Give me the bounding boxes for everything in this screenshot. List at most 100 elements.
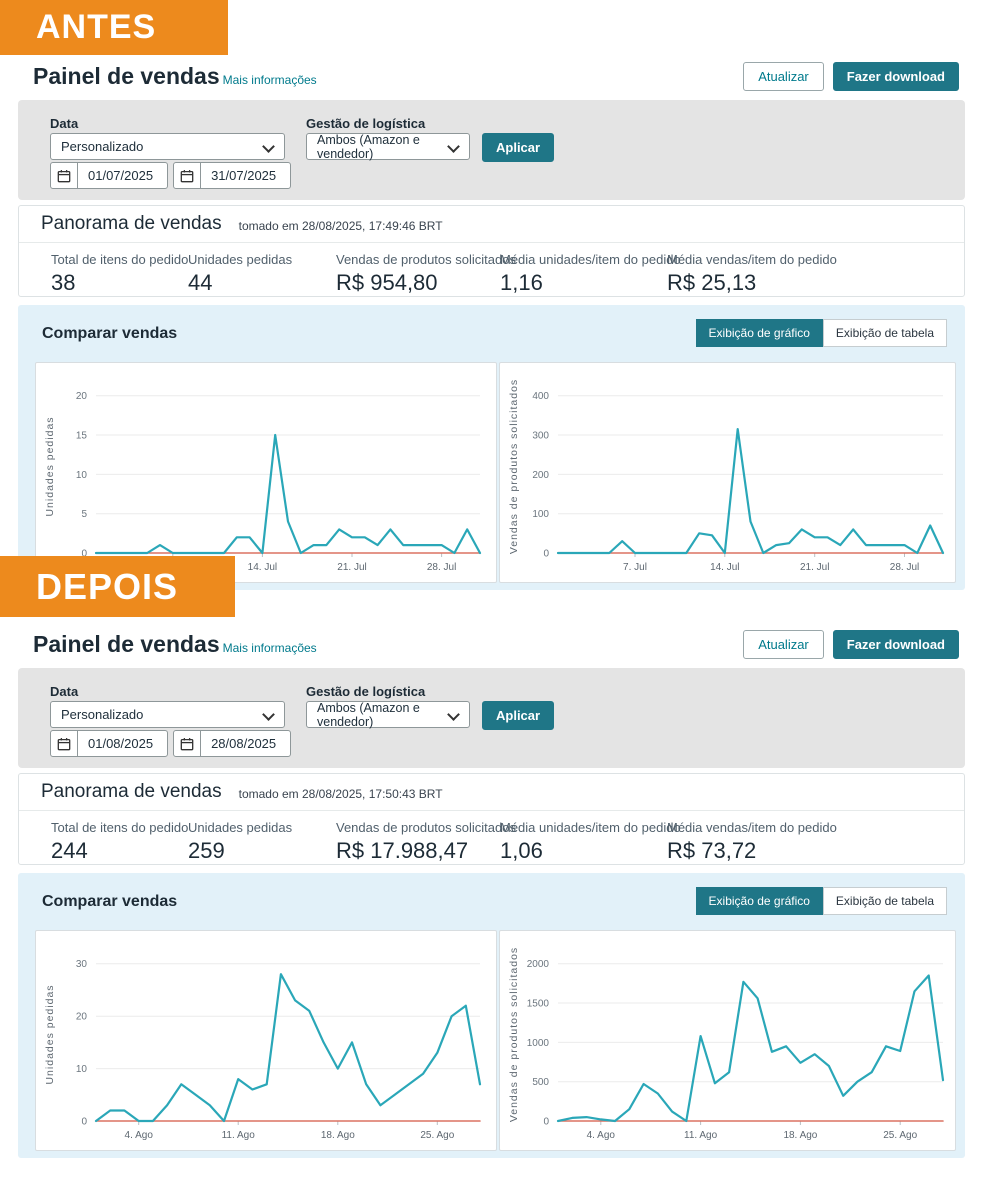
antes-banner: ANTES [0, 0, 228, 55]
calendar-icon [51, 163, 78, 188]
graph-view-button[interactable]: Exibição de gráfico [695, 319, 823, 347]
sales-snapshot-header: Panorama de vendas tomado em 28/08/2025,… [19, 774, 964, 811]
antes-banner-label: ANTES [36, 8, 157, 46]
svg-text:28. Jul: 28. Jul [890, 562, 919, 573]
svg-text:10: 10 [76, 1064, 88, 1075]
svg-text:200: 200 [532, 470, 549, 481]
svg-text:Unidades pedidas: Unidades pedidas [44, 416, 56, 516]
svg-text:18. Ago: 18. Ago [783, 1130, 817, 1141]
stat-avg-units-per-item: Média unidades/item do pedido 1,06 [500, 820, 681, 863]
view-toggle: Exibição de gráfico Exibição de tabela [695, 887, 947, 915]
svg-text:21. Jul: 21. Jul [337, 562, 366, 573]
filter-panel: Data Personalizado Gestão de logística A… [18, 668, 965, 768]
stat-ordered-product-sales: Vendas de produtos solicitados R$ 17.988… [336, 820, 516, 863]
svg-text:500: 500 [532, 1077, 549, 1088]
compare-sales-title: Comparar vendas [42, 325, 178, 342]
date-to-value: 31/07/2025 [211, 168, 277, 183]
calendar-icon [51, 731, 78, 756]
download-button[interactable]: Fazer download [832, 61, 959, 91]
download-button[interactable]: Fazer download [832, 629, 959, 659]
table-view-button[interactable]: Exibição de tabela [822, 319, 947, 347]
date-to-value: 28/08/2025 [211, 736, 277, 751]
logistics-filter-label: Gestão de logística [306, 116, 426, 131]
units-ordered-chart-card: 0 10 20 30 4. Ago 11. Ago 18. Ago 25. Ago Unidad… [35, 930, 497, 1151]
logistics-filter-label: Gestão de logística [306, 684, 426, 699]
svg-text:4. Ago: 4. Ago [587, 1130, 616, 1141]
svg-text:11. Ago: 11. Ago [222, 1130, 256, 1141]
refresh-button[interactable]: Atualizar [743, 61, 824, 91]
stat-avg-units-per-item: Média unidades/item do pedido 1,16 [500, 252, 681, 295]
svg-text:Vendas de produtos solicitados: Vendas de produtos solicitados [508, 379, 520, 554]
svg-text:20: 20 [76, 391, 88, 402]
snapshot-timestamp: tomado em 28/08/2025, 17:50:43 BRT [238, 787, 443, 801]
sales-snapshot-stats: Total de itens do pedido 244 Unidades pe… [19, 811, 964, 864]
stat-avg-sales-per-item: Média vendas/item do pedido R$ 73,72 [667, 820, 837, 863]
depois-banner-label: DEPOIS [36, 565, 179, 607]
date-range-select[interactable]: Personalizado [50, 701, 285, 728]
svg-text:10: 10 [76, 470, 88, 481]
svg-text:15: 15 [76, 431, 88, 442]
more-info-link[interactable]: Mais informações [222, 640, 317, 655]
svg-text:400: 400 [532, 391, 549, 402]
svg-text:25. Ago: 25. Ago [420, 1130, 454, 1141]
date-from-input[interactable]: 01/07/2025 [50, 162, 169, 189]
calendar-icon [174, 163, 202, 188]
svg-text:18. Ago: 18. Ago [321, 1130, 355, 1141]
sales-snapshot-panel: Panorama de vendas tomado em 28/08/2025,… [18, 205, 965, 297]
svg-text:Vendas de produtos solicitados: Vendas de produtos solicitados [508, 947, 520, 1122]
svg-text:4. Ago: 4. Ago [125, 1130, 154, 1141]
date-to-input[interactable]: 31/07/2025 [173, 162, 292, 189]
depois-banner: DEPOIS [0, 556, 235, 617]
stat-units-ordered: Unidades pedidas 259 [188, 820, 293, 863]
apply-button[interactable]: Aplicar [482, 133, 555, 162]
svg-text:100: 100 [532, 509, 549, 520]
logistics-select[interactable]: Ambos (Amazon e vendedor) [306, 701, 470, 729]
stat-total-order-items: Total de itens do pedido 38 [51, 252, 189, 295]
header-buttons: Atualizar Fazer download [743, 61, 965, 91]
svg-text:300: 300 [532, 431, 549, 442]
title-wrap: Painel de vendas Mais informações [18, 63, 317, 90]
svg-text:25. Ago: 25. Ago [883, 1130, 917, 1141]
header-antes: Painel de vendas Mais informações Atuali… [18, 58, 965, 94]
date-range-select[interactable]: Personalizado [50, 133, 285, 160]
product-sales-line-chart: 0 100 200 300 400 7. Jul 14. Jul 21. Jul 28. Jul… [508, 379, 945, 573]
filter-panel: Data Personalizado Gestão de logística A… [18, 100, 965, 200]
logistics-select[interactable]: Ambos (Amazon e vendedor) [306, 132, 470, 161]
sales-snapshot-header: Panorama de vendas tomado em 28/08/2025,… [19, 206, 964, 243]
more-info-link[interactable]: Mais informações [222, 72, 317, 87]
date-range-inputs: 01/08/2025 28/08/2025 [50, 730, 292, 757]
stat-ordered-product-sales: Vendas de produtos solicitados R$ 954,80 [336, 252, 516, 295]
svg-text:28. Jul: 28. Jul [427, 562, 456, 573]
svg-text:0: 0 [81, 549, 87, 560]
page-title: Painel de vendas [33, 630, 220, 657]
svg-text:5: 5 [81, 509, 87, 520]
table-view-button[interactable]: Exibição de tabela [822, 887, 947, 915]
sales-snapshot-title: Panorama de vendas [41, 213, 222, 234]
apply-button[interactable]: Aplicar [482, 701, 555, 730]
compare-sales-title: Comparar vendas [42, 893, 178, 910]
compare-sales-section: Comparar vendas Exibição de gráfico Exib… [18, 873, 965, 1158]
svg-text:0: 0 [81, 1117, 87, 1128]
refresh-button[interactable]: Atualizar [743, 629, 824, 659]
graph-view-button[interactable]: Exibição de gráfico [695, 887, 823, 915]
svg-text:0: 0 [543, 549, 549, 560]
date-range-inputs: 01/07/2025 31/07/2025 [50, 162, 292, 189]
product-sales-line-chart: 0 500 1000 1500 2000 4. Ago 11. Ago 18. Ago 25. … [508, 947, 945, 1141]
stat-units-ordered: Unidades pedidas 44 [188, 252, 293, 295]
svg-text:1000: 1000 [527, 1038, 550, 1049]
svg-text:11. Ago: 11. Ago [684, 1130, 718, 1141]
product-sales-chart-card: 0 500 1000 1500 2000 4. Ago 11. Ago 18. Ago 25. … [499, 930, 956, 1151]
date-from-input[interactable]: 01/08/2025 [50, 730, 169, 757]
logistics-value: Ambos (Amazon e vendedor) [317, 132, 420, 161]
sales-snapshot-title: Panorama de vendas [41, 781, 222, 802]
sales-snapshot-stats: Total de itens do pedido 38 Unidades ped… [19, 243, 964, 296]
svg-text:Unidades pedidas: Unidades pedidas [44, 984, 56, 1084]
date-filter-label: Data [50, 684, 79, 699]
stat-total-order-items: Total de itens do pedido 244 [51, 820, 189, 863]
calendar-icon [174, 731, 202, 756]
date-to-input[interactable]: 28/08/2025 [173, 730, 292, 757]
units-ordered-line-chart: 0 10 20 30 4. Ago 11. Ago 18. Ago 25. Ago Unidad… [44, 959, 482, 1141]
date-range-value: Personalizado [61, 139, 144, 154]
